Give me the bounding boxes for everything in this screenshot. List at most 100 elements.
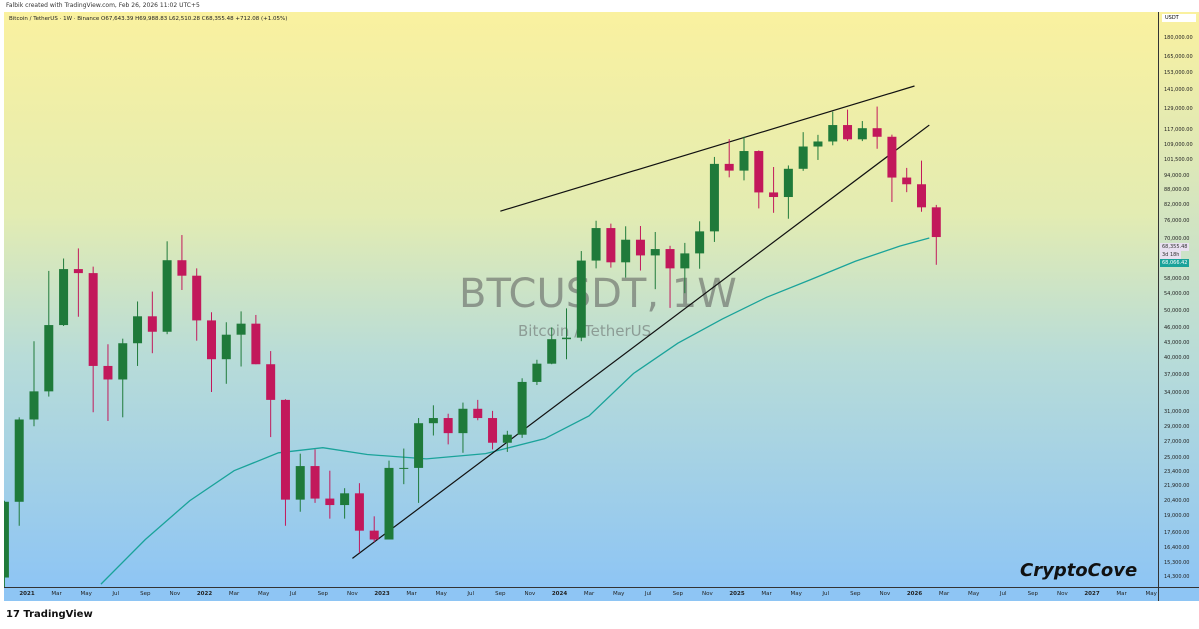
trendline-0 — [500, 85, 915, 212]
time-tick: Sep — [317, 591, 329, 597]
price-tick: 17,600.00 — [1164, 529, 1190, 536]
candle-body — [14, 419, 24, 502]
candle-body — [133, 316, 143, 344]
candle-body — [192, 275, 202, 321]
brand-watermark: CryptoCove — [1020, 560, 1138, 581]
candle-body — [517, 381, 527, 435]
price-tick: 76,000.00 — [1164, 218, 1190, 225]
candle-body — [236, 323, 246, 335]
candle-body — [310, 466, 320, 499]
time-tick: May — [257, 591, 270, 597]
candle-body — [458, 408, 468, 434]
candle-body — [428, 418, 438, 424]
candle-body — [384, 467, 394, 540]
candle-body — [207, 320, 216, 360]
time-tick: May — [967, 591, 980, 597]
candle-body — [576, 260, 586, 338]
candle-body — [44, 325, 54, 392]
candle-body — [251, 323, 261, 365]
candle-body — [917, 184, 926, 208]
time-tick: Mar — [938, 591, 950, 597]
time-tick: Nov — [524, 591, 536, 597]
candle-body — [650, 249, 660, 256]
candle-body — [295, 466, 305, 500]
candle-body — [709, 163, 719, 232]
time-tick: May — [80, 591, 92, 597]
chart-pane[interactable]: Bitcoin / TetherUS · 1W · Binance O67,64… — [4, 12, 1158, 587]
candle-body — [369, 530, 379, 540]
candle-body — [606, 228, 616, 263]
price-tick: 180,000.00 — [1164, 35, 1193, 41]
time-tick: Jul — [644, 591, 652, 597]
price-tick: 37,000.00 — [1164, 371, 1190, 378]
currency-unit[interactable]: USDT — [1162, 14, 1196, 22]
candle-body — [147, 316, 157, 332]
time-tick: Sep — [672, 591, 684, 597]
candle-body — [73, 269, 83, 274]
price-tick: 43,000.00 — [1164, 339, 1190, 346]
candle-body — [162, 260, 172, 332]
candle-body — [562, 337, 571, 340]
price-tick: 141,000.00 — [1164, 86, 1193, 93]
candle-body — [221, 334, 231, 360]
price-tick: 20,400.00 — [1164, 498, 1190, 505]
time-tick: Mar — [583, 591, 595, 597]
candle-body — [88, 273, 98, 366]
time-tick: Mar — [228, 591, 240, 597]
tradingview-logo: 𝟭𝟳 TradingView — [6, 609, 93, 620]
candle-body — [266, 364, 276, 400]
ma-price-label: 68,066.42 — [1160, 258, 1190, 267]
time-tick: May — [435, 591, 447, 597]
price-tick: 117,000.00 — [1164, 126, 1193, 133]
candle-body — [798, 146, 808, 169]
last-price-label: 68,355.48 — [1160, 242, 1190, 251]
time-tick: 2021 — [19, 591, 35, 597]
time-tick: Jul — [467, 591, 475, 597]
candle-body — [769, 192, 779, 198]
time-tick: Nov — [879, 591, 891, 597]
time-tick: May — [612, 591, 625, 597]
candle-body — [325, 498, 335, 506]
candle-body — [754, 151, 764, 193]
candle-body — [724, 163, 734, 171]
price-tick: 54,000.00 — [1164, 291, 1190, 298]
time-axis[interactable]: 2021 Mar May Jul Sep Nov 2022 Mar May Jul Sep Nov 20… — [4, 587, 1158, 601]
candle-body — [177, 260, 187, 276]
candle-body — [695, 231, 705, 254]
candle-body — [443, 418, 453, 434]
candle-body — [783, 168, 793, 198]
time-tick: May — [1145, 591, 1157, 597]
price-tick: 34,000.00 — [1164, 389, 1190, 396]
candle-body — [931, 207, 941, 238]
price-tick: 16,400.00 — [1164, 544, 1190, 551]
time-tick: Sep — [1027, 591, 1039, 597]
price-tick: 23,400.00 — [1164, 469, 1190, 476]
time-tick: Jul — [112, 591, 120, 597]
price-tick: 40,000.00 — [1164, 355, 1190, 362]
candle-body — [680, 253, 690, 269]
candle-body — [118, 343, 128, 380]
price-tick: 82,000.00 — [1164, 202, 1190, 209]
time-tick: 2024 — [551, 591, 568, 597]
time-tick: Sep — [850, 591, 861, 597]
time-tick: Nov — [347, 591, 358, 597]
time-tick: Nov — [1057, 591, 1068, 597]
candle-body — [872, 128, 882, 137]
price-tick: 21,900.00 — [1164, 483, 1190, 490]
price-tick: 70,000.00 — [1164, 235, 1190, 242]
time-tick: Mar — [761, 591, 772, 597]
price-tick: 50,000.00 — [1164, 307, 1190, 314]
price-tick: 153,000.00 — [1164, 69, 1193, 76]
price-tick: 29,000.00 — [1164, 423, 1190, 430]
candle-body — [340, 493, 350, 506]
price-tick: 101,500.00 — [1164, 156, 1193, 163]
price-tick: 129,000.00 — [1164, 105, 1193, 112]
candle-body — [813, 141, 823, 147]
candle-body — [739, 151, 749, 171]
price-axis[interactable]: USDT 180,000.00 165,000.00 153,000.00 141,0… — [1158, 12, 1199, 594]
candle-body — [4, 501, 9, 578]
candle-body — [103, 365, 113, 380]
tv-logo-icon: 𝟭𝟳 — [6, 609, 24, 620]
time-tick: 2026 — [906, 591, 923, 597]
price-tick: 25,000.00 — [1164, 455, 1190, 462]
